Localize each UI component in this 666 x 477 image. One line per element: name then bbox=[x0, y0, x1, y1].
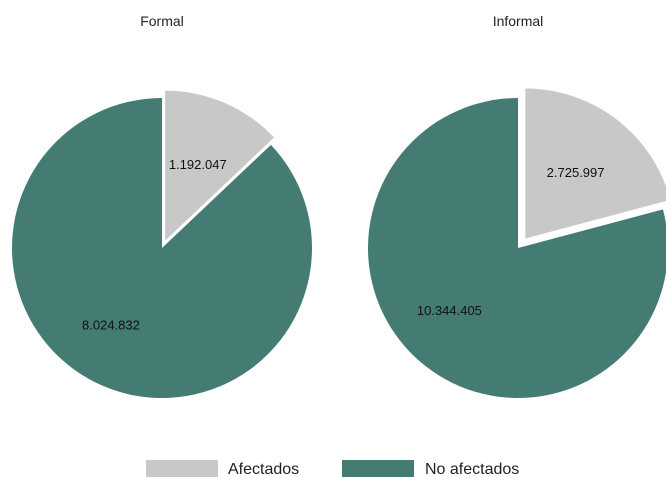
pie-slice-informal-afectados bbox=[525, 88, 666, 239]
pie-label-formal-afectados: 1.192.047 bbox=[169, 157, 227, 172]
pie-slice-formal-no-afectados bbox=[12, 98, 312, 398]
legend-label-no-afectados: No afectados bbox=[425, 461, 519, 477]
pie-label-formal-no-afectados: 8.024.832 bbox=[82, 318, 140, 333]
pie-title-informal: Informal bbox=[493, 13, 544, 29]
pie-slice-formal-afectados bbox=[165, 90, 275, 241]
pie-title-formal: Formal bbox=[140, 13, 184, 29]
pie-slice-informal-no-afectados bbox=[368, 98, 666, 398]
chart-legend: Afectados No afectados bbox=[146, 460, 519, 477]
pie-label-informal-no-afectados: 10.344.405 bbox=[417, 303, 482, 318]
legend-swatch-afectados bbox=[146, 460, 218, 477]
pie-label-informal-afectados: 2.725.997 bbox=[547, 165, 605, 180]
legend-label-afectados: Afectados bbox=[228, 461, 299, 477]
legend-swatch-no-afectados bbox=[342, 460, 414, 477]
pie-panel-formal: Formal 1.192.047 8.024.832 bbox=[12, 13, 312, 398]
pie-panel-informal: Informal 2.725.997 10.344.405 bbox=[368, 13, 666, 398]
